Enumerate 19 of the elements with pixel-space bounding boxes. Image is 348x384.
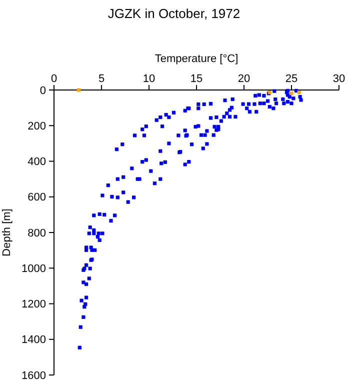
y-tick-label: 1600	[22, 370, 46, 382]
x-tick-label: 0	[50, 73, 58, 85]
x-tick-label: 5	[98, 73, 105, 85]
x-tick-label: 30	[332, 73, 346, 85]
y-tick-label: 800	[28, 227, 46, 240]
y-tick-label: 1000	[22, 262, 46, 275]
y-tick-label: 1200	[22, 298, 46, 311]
y-axis-title: Depth [m]	[1, 208, 13, 256]
y-tick-label: 0	[40, 84, 46, 97]
x-tick-label: 20	[238, 73, 250, 85]
x-tick-label: 15	[190, 73, 203, 85]
x-tick-label: 25	[285, 73, 298, 85]
x-tick-label: 10	[142, 73, 156, 85]
y-tick-label: 200	[28, 120, 46, 132]
x-axis-title: Temperature [°C]	[154, 53, 238, 65]
y-tick-label: 600	[28, 192, 46, 204]
y-tick-label: 1400	[22, 334, 46, 346]
y-tick-label: 400	[28, 156, 46, 168]
chart-title: JGZK in October, 1972	[108, 6, 240, 21]
